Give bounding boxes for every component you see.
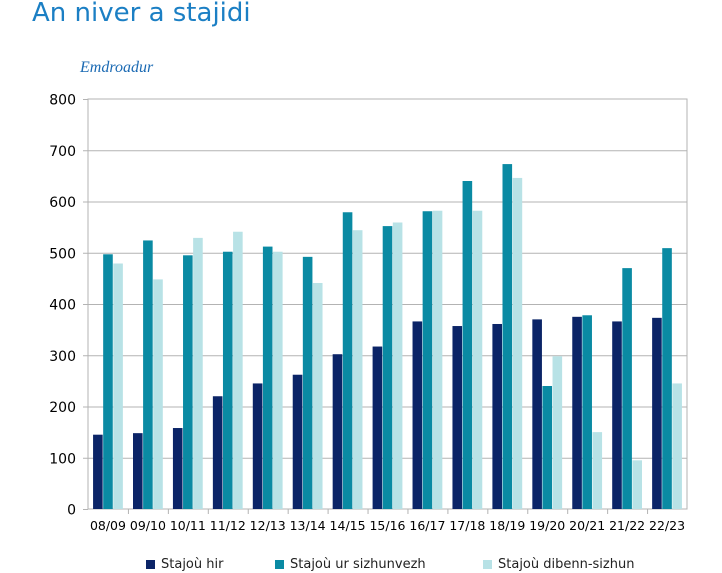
bar [582, 315, 592, 509]
legend-label: Stajoù hir [161, 557, 224, 572]
y-tick-label: 500 [49, 246, 76, 262]
bar [172, 428, 183, 509]
legend-label: Stajoù ur sizhunvezh [290, 557, 426, 572]
bar [452, 326, 463, 509]
bar [472, 210, 483, 509]
bar [133, 433, 143, 509]
y-tick-label: 400 [49, 298, 76, 314]
bar [342, 212, 353, 509]
bar [312, 282, 323, 509]
y-tick-label: 200 [49, 400, 76, 416]
bar [492, 323, 502, 509]
x-tick-label: 20/21 [569, 518, 605, 533]
x-tick-label: 12/13 [250, 518, 286, 533]
unit-label: Emdroadur [80, 59, 154, 76]
y-tick-label: 300 [49, 349, 76, 365]
legend-item: Stajoù hir [146, 557, 223, 572]
bar [103, 254, 113, 509]
bar [372, 346, 383, 509]
x-tick-label: 10/11 [170, 518, 206, 533]
chart-legend: Stajoù hir Stajoù ur sizhunvezh Stajoù dib… [0, 557, 722, 573]
bar [382, 226, 393, 509]
legend-swatch [483, 560, 492, 569]
bar [552, 356, 563, 509]
bar-chart: 0 100 200 300 400 500 600 700 800 08/09 09/10 10/11… [49, 93, 688, 533]
y-tick-label: 0 [67, 503, 76, 519]
bar [632, 460, 642, 509]
bar [93, 434, 103, 509]
bar [572, 316, 582, 509]
bar [113, 263, 123, 509]
bar [212, 396, 223, 509]
bar [422, 211, 433, 510]
bar [262, 246, 273, 509]
bar [662, 248, 672, 509]
bar [392, 222, 403, 509]
x-tick-label: 21/22 [609, 518, 645, 533]
bar [352, 230, 363, 509]
bar [592, 432, 603, 509]
bar [292, 374, 303, 509]
bar [143, 240, 153, 509]
x-tick-label: 13/14 [290, 518, 326, 533]
x-tick-label: 18/19 [489, 518, 525, 533]
x-tick-label: 09/10 [130, 518, 166, 533]
legend-label: Stajoù dibenn-sizhun [498, 557, 635, 572]
x-tick-label: 16/17 [409, 518, 445, 533]
bar [332, 354, 343, 509]
bar [502, 164, 513, 509]
x-tick-label: 22/23 [649, 518, 685, 533]
bar [183, 255, 193, 509]
y-tick-label: 600 [49, 195, 76, 211]
bar [153, 279, 163, 509]
bar [612, 321, 622, 509]
bar [672, 383, 682, 509]
bar [252, 383, 263, 509]
legend-item: Stajoù ur sizhunvezh [275, 557, 426, 572]
y-tick-label: 100 [49, 451, 76, 467]
bar [652, 317, 662, 509]
bar [412, 321, 423, 509]
x-tick-label: 11/12 [210, 518, 246, 533]
y-tick-label: 700 [49, 144, 76, 160]
legend-swatch [275, 560, 284, 569]
bar [273, 251, 283, 509]
bar [462, 181, 473, 509]
x-tick-label: 08/09 [90, 518, 126, 533]
x-tick-label: 17/18 [449, 518, 485, 533]
bar [622, 268, 632, 509]
bar [222, 251, 233, 509]
bar [512, 177, 523, 510]
bar [233, 231, 243, 510]
bar [532, 319, 542, 509]
bar [432, 210, 443, 509]
legend-item: Stajoù dibenn-sizhun [483, 557, 634, 572]
bar [193, 237, 203, 509]
legend-swatch [146, 560, 155, 569]
bar [302, 256, 313, 509]
y-tick-label: 800 [49, 93, 76, 109]
x-tick-label: 14/15 [330, 518, 366, 533]
x-tick-label: 19/20 [529, 518, 565, 533]
bar [542, 386, 553, 509]
x-tick-label: 15/16 [369, 518, 405, 533]
page-title: An niver a stajidi [32, 0, 251, 28]
